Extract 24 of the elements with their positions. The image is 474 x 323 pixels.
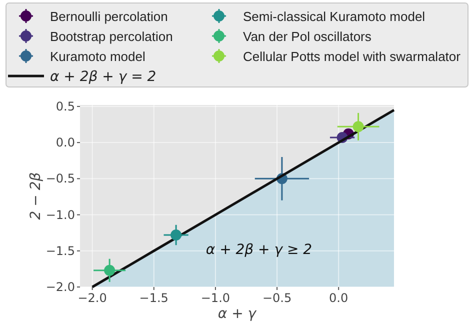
point [104,264,116,276]
y-tick-label: −0.5 [46,172,75,186]
point [170,230,182,240]
legend-label: Bootstrap percolation [50,29,173,44]
legend-label: Van der Pol oscillators [243,29,372,44]
y-axis-title: 2 − 2β [28,172,44,220]
legend-label: Kuramoto model [50,49,146,64]
legend-label: Semi-classical Kuramoto model [243,9,426,24]
point [352,121,364,132]
y-tick-label: −1.0 [46,208,75,222]
x-tick-label: 0.0 [329,291,348,305]
annotation: α + 2β + γ ≥ 2 [206,242,312,258]
y-tick-label: −2.0 [46,280,75,294]
x-axis-title: α + γ [218,306,257,322]
legend-label: Bernoulli percolation [50,9,168,24]
legend-label: α + 2β + γ = 2 [50,69,156,85]
legend-label: Cellular Potts model with swarmalator [243,49,462,64]
x-tick-label: −2.0 [78,291,107,305]
y-tick-label: 0.5 [56,99,75,114]
y-tick-label: 0.0 [56,136,75,150]
x-tick-label: −1.0 [200,291,230,305]
x-tick-label: −1.5 [139,291,168,305]
x-tick-label: −0.5 [262,291,292,305]
y-tick-label: −1.5 [46,244,75,258]
